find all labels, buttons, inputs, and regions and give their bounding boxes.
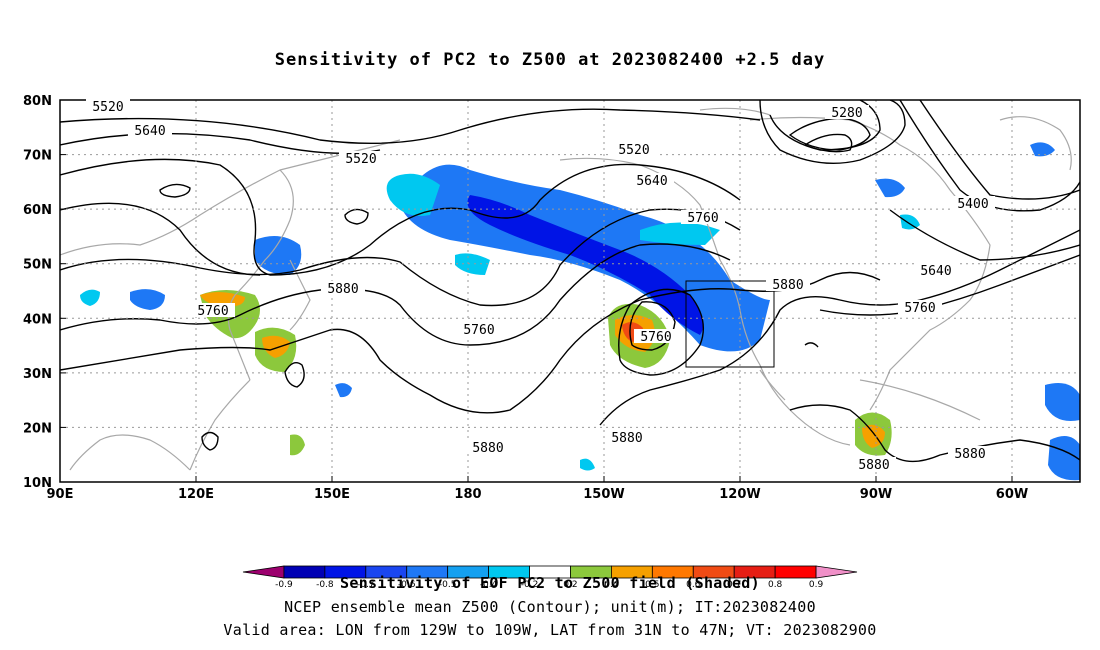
shade-east-blue bbox=[875, 178, 905, 198]
colorbar-tick-label: 0.4 bbox=[604, 580, 619, 590]
map-title: Sensitivity of PC2 to Z500 at 2023082400… bbox=[274, 50, 826, 70]
lat-label: 60N bbox=[23, 203, 52, 218]
lon-label: 90W bbox=[860, 487, 892, 502]
caption-contour: NCEP ensemble mean Z500 (Contour); unit(… bbox=[284, 598, 816, 616]
shade-east-blue bbox=[580, 458, 595, 471]
colorbar-tick-label: 0.2 bbox=[563, 580, 577, 590]
valid-area-box bbox=[685, 280, 775, 368]
shade-negative-edge bbox=[386, 173, 440, 216]
colorbar-tick-label: -0.8 bbox=[316, 580, 334, 590]
axis-ticks bbox=[60, 99, 1013, 483]
shade-sw-blue bbox=[80, 289, 100, 306]
shade-east-blue bbox=[1048, 436, 1080, 481]
colorbar-tick-label: -0.7 bbox=[357, 580, 375, 590]
shade-positive-blob bbox=[262, 335, 290, 358]
lat-label: 50N bbox=[23, 258, 52, 273]
lat-label: 20N bbox=[23, 421, 52, 436]
colorbar-tick-label: 0.7 bbox=[727, 580, 741, 590]
colorbar-tick-label: 0.8 bbox=[768, 580, 783, 590]
lon-label: 150W bbox=[583, 487, 624, 502]
shade-nw-blue bbox=[130, 289, 165, 310]
lon-label: 90E bbox=[47, 487, 74, 502]
contour-label: 5640 bbox=[920, 264, 951, 279]
colorbar-swatch bbox=[815, 565, 858, 579]
contour-value-labels: 5520 5640 5520 5880 5760 5760 5520 5640 … bbox=[86, 99, 995, 473]
contour-label: 5520 bbox=[618, 143, 649, 158]
contour-label: 5760 bbox=[197, 304, 228, 319]
sensitivity-shading bbox=[80, 142, 1080, 481]
shade-negative-core bbox=[467, 195, 704, 335]
contour-label: 5880 bbox=[772, 278, 803, 293]
lat-label: 80N bbox=[23, 94, 52, 109]
colorbar: -0.9 -0.8 -0.7 -0.6 -0.5 -0.4 -0.2 0.2 0.4 0.5 0.6… bbox=[242, 565, 858, 590]
graticule bbox=[60, 100, 1080, 482]
contour-label: 5520 bbox=[92, 100, 123, 115]
z500-contours bbox=[60, 100, 1080, 463]
contour-label: 5760 bbox=[463, 323, 494, 338]
lon-label: 60W bbox=[996, 487, 1028, 502]
latitude-labels: 80N 70N 60N 50N 40N 30N 20N 10N bbox=[23, 94, 52, 491]
colorbar-tick-label: 0.5 bbox=[645, 580, 659, 590]
contour-label: 5880 bbox=[611, 431, 642, 446]
contour-label: 5880 bbox=[327, 282, 358, 297]
colorbar-tick-label: -0.6 bbox=[398, 580, 416, 590]
lon-label: 150E bbox=[314, 487, 350, 502]
lon-label: 120E bbox=[178, 487, 214, 502]
colorbar-tick-label: -0.4 bbox=[480, 580, 498, 590]
contour-label: 5760 bbox=[687, 211, 718, 226]
colorbar-tick-label: -0.2 bbox=[521, 580, 539, 590]
map-frame bbox=[59, 99, 1081, 483]
lat-label: 40N bbox=[23, 312, 52, 327]
lat-label: 10N bbox=[23, 476, 52, 491]
caption-valid-area: Valid area: LON from 129W to 109W, LAT f… bbox=[223, 621, 877, 639]
contour-label: 5880 bbox=[954, 447, 985, 462]
longitude-labels: 90E 120E 150E 180 150W 120W 90W 60W bbox=[47, 487, 1029, 502]
contour-label: 5400 bbox=[957, 197, 988, 212]
contour-label: 5760 bbox=[904, 301, 935, 316]
shade-positive-blob bbox=[290, 434, 305, 456]
coastlines bbox=[60, 107, 1072, 471]
shade-east-blue bbox=[900, 214, 920, 230]
shade-positive-blob bbox=[200, 291, 245, 307]
lat-label: 70N bbox=[23, 149, 52, 164]
colorbar-tick-label: 0.9 bbox=[809, 580, 824, 590]
contour-label: 5520 bbox=[345, 152, 376, 167]
shade-pacific-blue bbox=[335, 383, 352, 398]
contour-label: 5640 bbox=[134, 124, 165, 139]
shade-negative-edge bbox=[640, 222, 720, 245]
shade-japan-blue bbox=[255, 236, 302, 275]
colorbar-tick-label: -0.9 bbox=[275, 580, 293, 590]
contour-label: 5880 bbox=[858, 458, 889, 473]
contour-label: 5880 bbox=[472, 441, 503, 456]
lon-label: 120W bbox=[719, 487, 760, 502]
lon-label: 180 bbox=[454, 487, 481, 502]
contour-label: 5760 bbox=[640, 330, 671, 345]
colorbar-tick-label: 0.6 bbox=[686, 580, 701, 590]
colorbar-tick-label: -0.5 bbox=[439, 580, 457, 590]
shade-east-blue bbox=[1045, 382, 1080, 421]
contour-label: 5280 bbox=[831, 106, 862, 121]
contour-label: 5640 bbox=[636, 174, 667, 189]
lat-label: 30N bbox=[23, 367, 52, 382]
shade-east-blue bbox=[1030, 142, 1055, 157]
caption-shading: Sensitivity of EOF PC2 to Z500 field (Sh… bbox=[340, 574, 760, 592]
shade-negative-edge bbox=[455, 253, 490, 275]
